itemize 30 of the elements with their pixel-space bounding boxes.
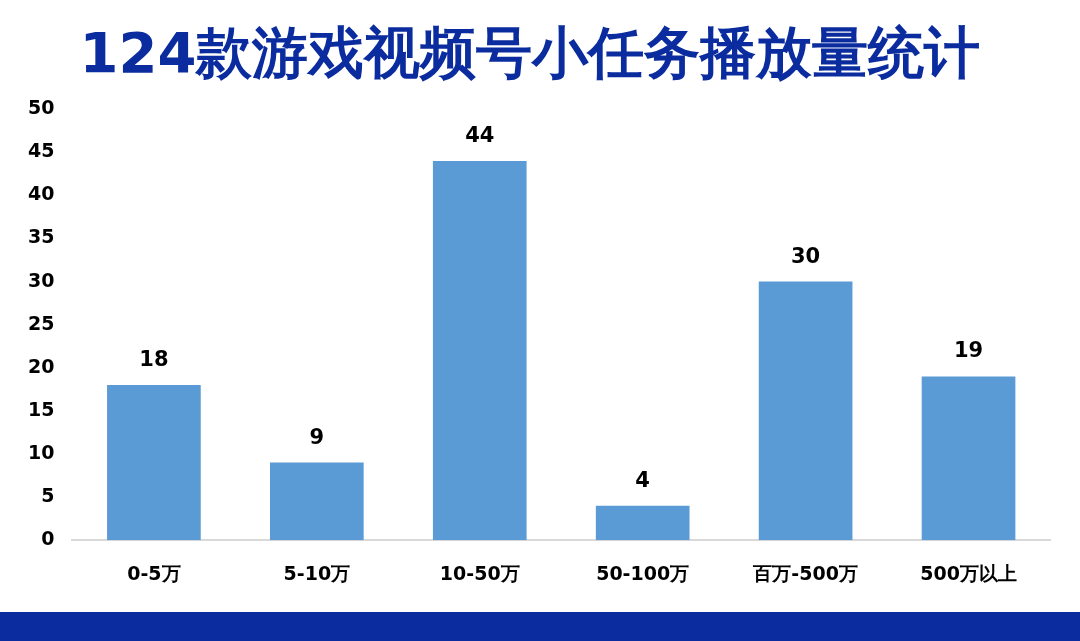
bar [269,462,364,541]
data-label: 18 [139,346,169,371]
data-label: 9 [309,424,325,449]
y-tick-label: 35 [27,225,55,248]
y-tick-label: 5 [41,484,55,507]
x-tick-label: 50-100万 [596,561,690,584]
data-label: 4 [635,467,650,492]
y-tick-label: 40 [27,182,55,205]
y-tick-label: 15 [27,397,55,420]
y-tick-label: 50 [27,96,55,119]
x-tick-label: 500万以上 [920,561,1017,584]
x-tick-label: 0-5万 [127,561,181,584]
bar [107,385,201,541]
chart-title: 124款游戏视频号小任务播放量统计 [79,20,981,86]
y-tick-label: 20 [27,354,55,377]
bar [758,281,853,541]
y-tick-label: 0 [41,527,55,550]
x-tick-label: 5-10万 [283,561,351,584]
y-tick-label: 30 [27,268,55,291]
data-label: 44 [465,122,495,147]
y-tick-label: 10 [27,440,55,463]
bar [921,376,1016,541]
data-label: 30 [790,243,821,268]
bar [595,505,690,541]
y-tick-label: 45 [27,139,55,162]
y-tick-label: 25 [27,311,55,334]
x-tick-label: 10-50万 [439,561,520,584]
bar [432,160,527,541]
data-label: 19 [953,338,984,363]
x-tick-label: 百万-500万 [752,561,858,584]
